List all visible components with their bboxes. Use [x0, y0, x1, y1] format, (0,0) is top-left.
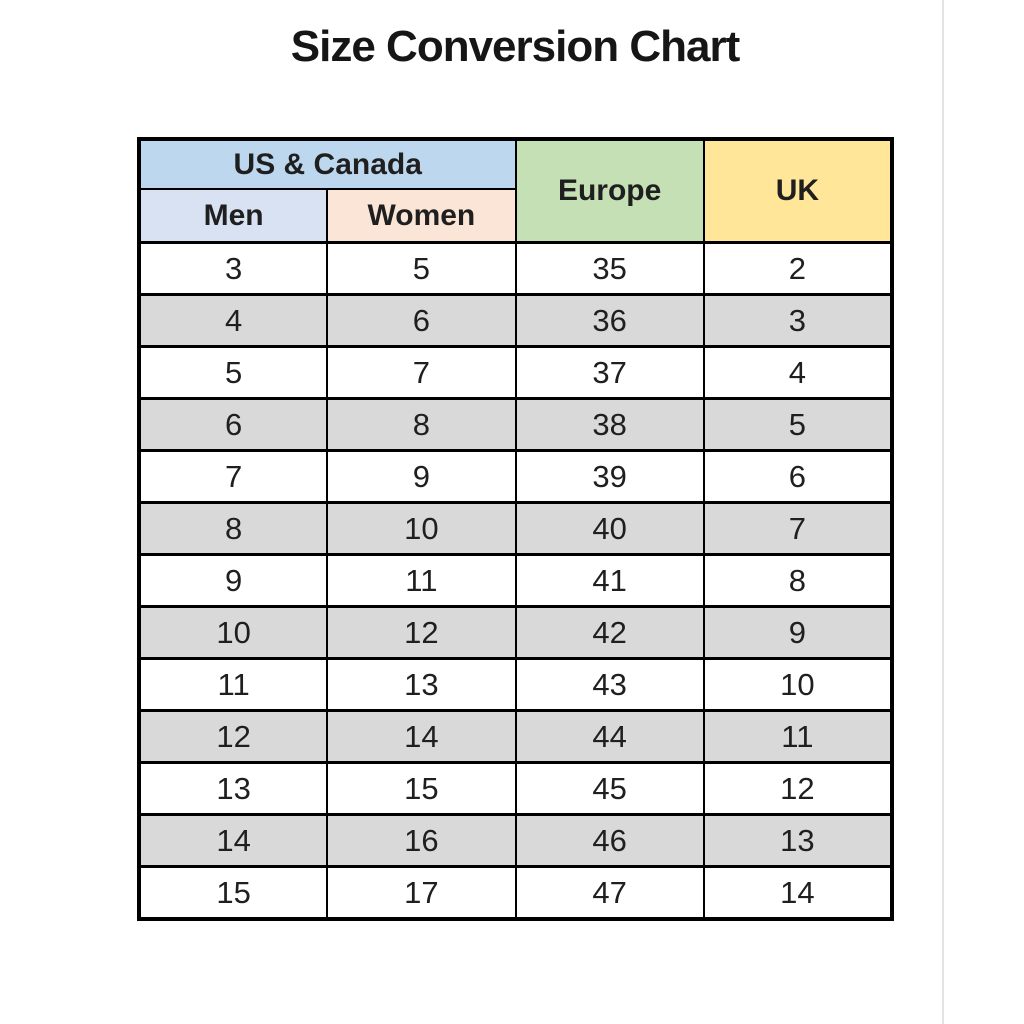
size-cell: 14: [702, 865, 894, 921]
size-cell: 12: [326, 605, 517, 660]
size-cell: 4: [702, 345, 894, 400]
table-row: 11 13 43 10: [137, 657, 894, 712]
size-cell: 8: [702, 553, 894, 608]
size-cell: 6: [326, 293, 517, 348]
size-cell: 10: [702, 657, 894, 712]
table-row: 8 10 40 7: [137, 501, 894, 556]
size-cell: 5: [137, 345, 329, 400]
size-cell: 7: [326, 345, 517, 400]
size-cell: 9: [326, 449, 517, 504]
size-cell: 39: [514, 449, 705, 504]
size-cell: 4: [137, 293, 329, 348]
size-cell: 8: [326, 397, 517, 452]
size-cell: 46: [514, 813, 705, 868]
table-row: 10 12 42 9: [137, 605, 894, 660]
size-cell: 12: [137, 709, 329, 764]
table-row: 4 6 36 3: [137, 293, 894, 348]
table-body: 3 5 35 2 4 6 36 3 5 7 37 4 6 8 38 5 7 9 39 6 8 10 40 7 9 11 41 8 10 1…: [137, 241, 894, 921]
size-cell: 45: [514, 761, 705, 816]
size-cell: 10: [326, 501, 517, 556]
header-men: Men: [137, 188, 329, 244]
size-cell: 11: [702, 709, 894, 764]
table-row: 15 17 47 14: [137, 865, 894, 921]
size-cell: 38: [514, 397, 705, 452]
table-row: 3 5 35 2: [137, 241, 894, 296]
table-row: 13 15 45 12: [137, 761, 894, 816]
size-cell: 40: [514, 501, 705, 556]
page-title: Size Conversion Chart: [290, 22, 740, 71]
table-header: US & Canada Europe UK Men Women: [137, 138, 894, 244]
size-cell: 47: [514, 865, 705, 921]
size-cell: 15: [326, 761, 517, 816]
table-row: 14 16 46 13: [137, 813, 894, 868]
size-cell: 37: [514, 345, 705, 400]
table-row: 6 8 38 5: [137, 397, 894, 452]
size-cell: 7: [702, 501, 894, 556]
table-row: 7 9 39 6: [137, 449, 894, 504]
size-cell: 5: [702, 397, 894, 452]
size-cell: 14: [326, 709, 517, 764]
size-cell: 13: [326, 657, 517, 712]
header-row-genders: Men Women: [137, 188, 892, 244]
size-cell: 8: [137, 501, 329, 556]
table-row: 5 7 37 4: [137, 345, 894, 400]
size-cell: 9: [702, 605, 894, 660]
size-cell: 13: [702, 813, 894, 868]
size-cell: 6: [702, 449, 894, 504]
size-cell: 36: [514, 293, 705, 348]
table-row: 9 11 41 8: [137, 553, 894, 608]
size-cell: 11: [326, 553, 517, 608]
header-women: Women: [326, 188, 517, 244]
size-cell: 35: [514, 241, 705, 296]
size-cell: 2: [702, 241, 894, 296]
size-cell: 7: [137, 449, 329, 504]
size-cell: 17: [326, 865, 517, 921]
size-cell: 14: [137, 813, 329, 868]
table-row: 12 14 44 11: [137, 709, 894, 764]
size-cell: 12: [702, 761, 894, 816]
size-cell: 41: [514, 553, 705, 608]
size-conversion-table: US & Canada Europe UK Men Women 3 5 35 2 4 6 3…: [137, 137, 894, 921]
page-edge-divider: [942, 0, 944, 1024]
header-us-canada: US & Canada: [138, 138, 517, 190]
size-cell: 15: [137, 865, 329, 921]
size-cell: 5: [326, 241, 517, 296]
header-europe: Europe: [514, 138, 705, 244]
size-cell: 6: [137, 397, 329, 452]
size-cell: 13: [137, 761, 329, 816]
size-cell: 16: [326, 813, 517, 868]
size-cell: 9: [137, 553, 329, 608]
size-cell: 44: [514, 709, 705, 764]
size-cell: 43: [514, 657, 705, 712]
header-uk: UK: [702, 138, 894, 244]
size-cell: 10: [137, 605, 329, 660]
size-cell: 11: [137, 657, 329, 712]
size-cell: 42: [514, 605, 705, 660]
size-cell: 3: [137, 241, 329, 296]
header-row-regions: US & Canada Europe UK: [138, 138, 894, 244]
size-cell: 3: [702, 293, 894, 348]
